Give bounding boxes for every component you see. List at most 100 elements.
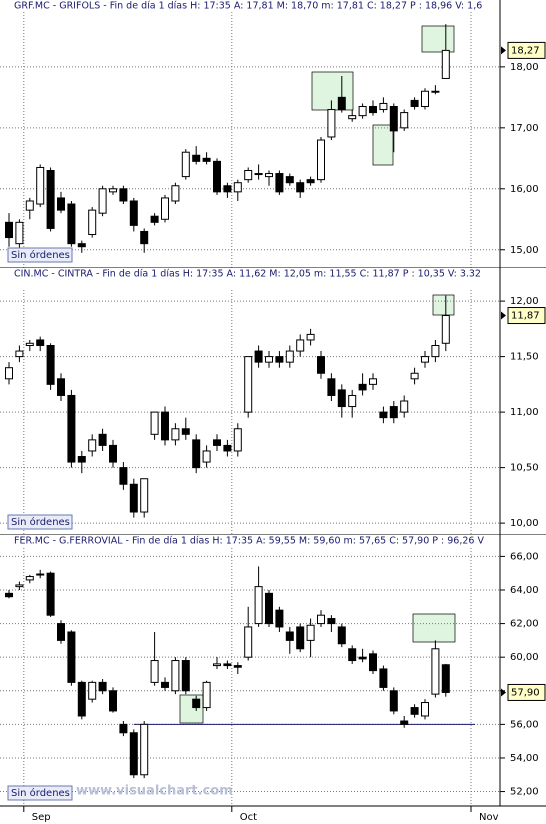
last-value-label: 11,87	[511, 311, 540, 322]
panel-title: GRF.MC - GRIFOLS - Fin de día 1 días H: …	[14, 1, 482, 12]
last-value-pointer	[501, 311, 506, 320]
candle-body	[181, 151, 190, 178]
button-label: Sin órdenes	[11, 249, 70, 261]
button[interactable]	[7, 247, 73, 263]
candle-body	[285, 631, 294, 641]
candle-body	[46, 345, 55, 385]
candle-body	[119, 188, 128, 202]
candle-body	[98, 681, 107, 692]
candle-body	[192, 698, 201, 709]
candle-body	[140, 230, 149, 245]
candle-body	[431, 648, 440, 695]
x-tick-label: Nov	[479, 812, 499, 823]
panel-title: FER.MC - G.FERROVIAL - Fin de día 1 días…	[14, 536, 484, 547]
candle-body	[129, 732, 138, 776]
candle-body	[265, 173, 273, 178]
candle-body	[15, 221, 24, 245]
candle-body	[306, 179, 315, 184]
candle-body	[161, 411, 169, 441]
candle-body	[150, 660, 159, 683]
candle-body	[88, 681, 97, 700]
candle-body	[327, 618, 336, 625]
candle-body	[348, 394, 357, 408]
last-value-pointer	[501, 46, 506, 55]
candle-body	[431, 90, 440, 93]
candle-body	[171, 185, 180, 202]
candle-body	[244, 356, 253, 413]
candle-body	[67, 631, 76, 683]
y-tick-label: 16,00	[510, 184, 539, 195]
y-tick-label: 11,50	[510, 352, 539, 363]
candle-body	[88, 439, 97, 452]
header-band	[0, 535, 546, 546]
watermark: www.visualchart.com	[76, 784, 233, 799]
candle-body	[36, 339, 45, 347]
candle-body	[327, 378, 336, 396]
candle-body	[244, 170, 253, 181]
candle-body	[400, 112, 409, 129]
candle-body	[233, 428, 242, 452]
button[interactable]	[7, 514, 73, 530]
pattern-highlights	[179, 25, 456, 724]
candle-body	[327, 109, 336, 138]
candle-body	[296, 626, 305, 650]
candle-body	[431, 345, 440, 358]
candle-body	[254, 173, 263, 176]
candle-body	[98, 188, 107, 214]
candle-body	[140, 478, 149, 513]
candle-body	[265, 592, 273, 625]
candle-body	[379, 411, 388, 419]
button[interactable]	[7, 785, 73, 801]
button-label: Sin órdenes	[11, 787, 70, 799]
candle-body	[348, 648, 357, 662]
candle-body	[109, 188, 117, 193]
candle-body	[67, 203, 76, 245]
last-value-box	[507, 307, 546, 325]
candle-body	[306, 333, 315, 341]
candle-body	[410, 707, 419, 715]
candle-body	[25, 200, 34, 211]
candle-body	[317, 139, 325, 181]
candle-body	[233, 665, 242, 668]
candle-body	[171, 428, 180, 441]
candle-body	[140, 723, 149, 776]
candle-body	[337, 626, 346, 645]
candle-body	[57, 197, 65, 211]
candle-body	[358, 105, 367, 117]
candle-body	[379, 668, 388, 688]
candle-body	[119, 723, 128, 734]
candle-body	[275, 609, 284, 628]
y-tick-label: 10,00	[510, 518, 539, 529]
candle-body	[202, 681, 211, 709]
y-tick-label: 15,00	[510, 245, 539, 256]
highlight	[412, 613, 456, 643]
candle-body	[358, 383, 367, 391]
candle-body	[369, 653, 377, 672]
candle-body	[389, 690, 398, 712]
candle-body	[369, 105, 377, 114]
candle-body	[202, 450, 211, 463]
candle-body	[192, 439, 201, 469]
candle-body	[421, 702, 429, 717]
candle-body	[421, 90, 429, 107]
candle-body	[15, 350, 24, 358]
candle-body	[275, 173, 284, 193]
candle-body	[181, 660, 190, 692]
candle-body	[254, 350, 263, 363]
candle-body	[5, 221, 13, 239]
highlight	[421, 25, 455, 53]
candle-body	[265, 356, 273, 363]
candle-body	[119, 467, 128, 485]
x-tick-label: Sep	[32, 812, 51, 823]
candle-body	[109, 690, 117, 712]
candle-body	[441, 315, 450, 344]
candle-body	[57, 623, 65, 641]
candle-body	[57, 378, 65, 396]
candle-body	[36, 166, 45, 205]
candle-body	[441, 664, 450, 693]
y-tick-label: 56,00	[510, 719, 539, 730]
candle-body	[358, 656, 367, 660]
candle-body	[5, 367, 13, 380]
candle-body	[25, 342, 34, 347]
